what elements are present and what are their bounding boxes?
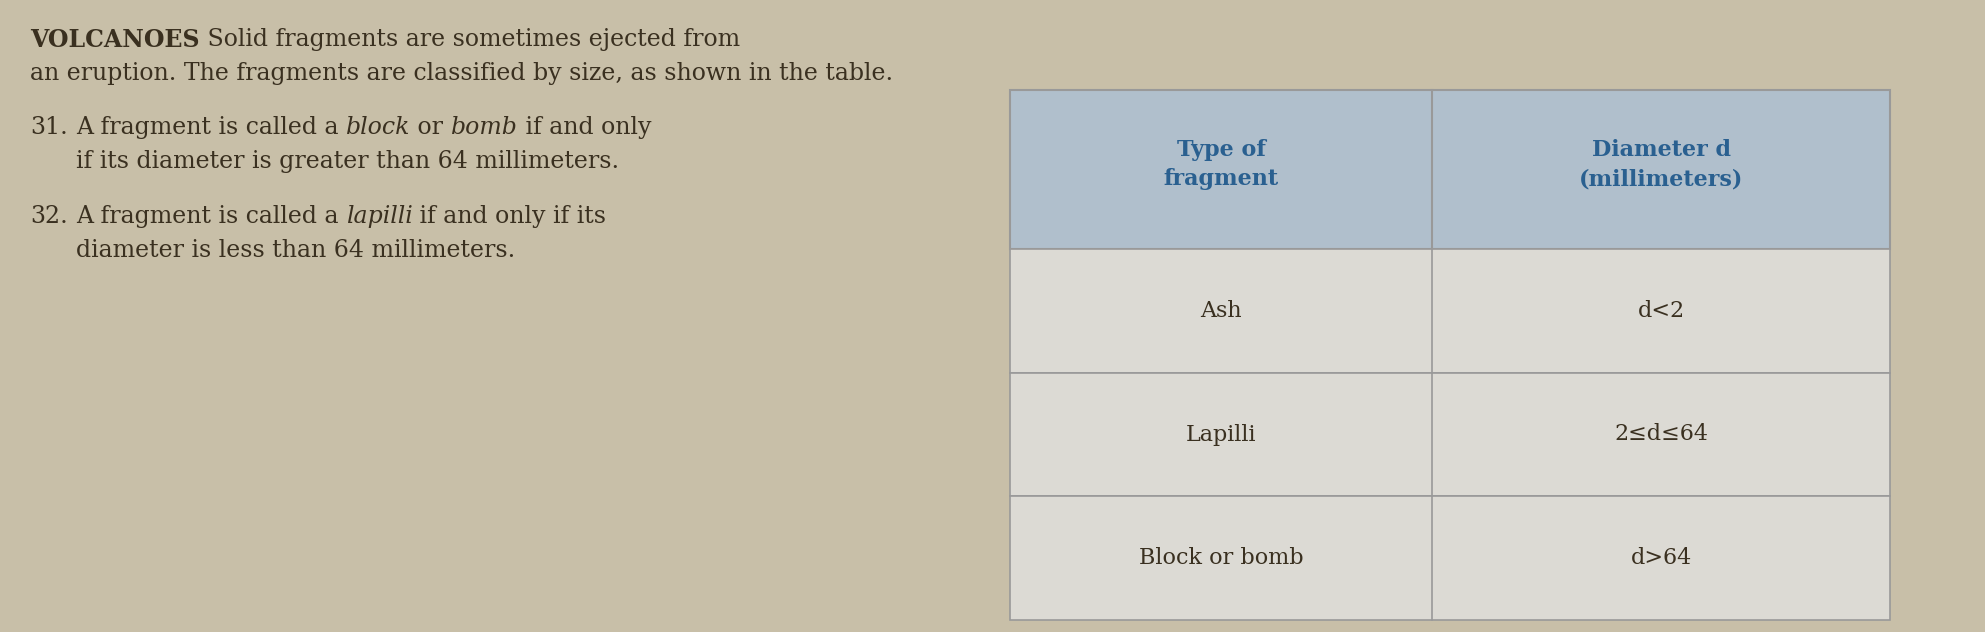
Text: Solid fragments are sometimes ejected from: Solid fragments are sometimes ejected fr… (200, 28, 740, 51)
Text: A fragment is called a: A fragment is called a (75, 116, 345, 140)
Text: an eruption. The fragments are classified by size, as shown in the table.: an eruption. The fragments are classifie… (30, 62, 893, 85)
Bar (1010, 249, 1890, 373)
Text: if its diameter is greater than 64 millimeters.: if its diameter is greater than 64 milli… (75, 150, 619, 173)
Text: block: block (345, 116, 411, 140)
Text: if and only: if and only (518, 116, 651, 140)
Bar (1010, 90, 1890, 249)
Bar (1010, 373, 1890, 496)
Text: lapilli: lapilli (345, 205, 413, 228)
Text: bomb: bomb (451, 116, 518, 140)
Text: or: or (411, 116, 451, 140)
Text: diameter is less than 64 millimeters.: diameter is less than 64 millimeters. (75, 239, 514, 262)
Text: 2≤d≤64: 2≤d≤64 (1614, 423, 1709, 446)
Text: Block or bomb: Block or bomb (1139, 547, 1304, 569)
Text: 31.: 31. (30, 116, 67, 140)
Text: Ash: Ash (1201, 300, 1243, 322)
Text: Lapilli: Lapilli (1185, 423, 1257, 446)
Bar (1010, 496, 1890, 620)
Text: 32.: 32. (30, 205, 67, 228)
Text: d>64: d>64 (1630, 547, 1691, 569)
Text: Diameter d
(millimeters): Diameter d (millimeters) (1578, 139, 1743, 190)
Text: if and only if its: if and only if its (413, 205, 607, 228)
Text: Type of
fragment: Type of fragment (1163, 139, 1278, 190)
Text: VOLCANOES: VOLCANOES (30, 28, 200, 52)
Text: d<2: d<2 (1638, 300, 1685, 322)
Text: A fragment is called a: A fragment is called a (75, 205, 345, 228)
